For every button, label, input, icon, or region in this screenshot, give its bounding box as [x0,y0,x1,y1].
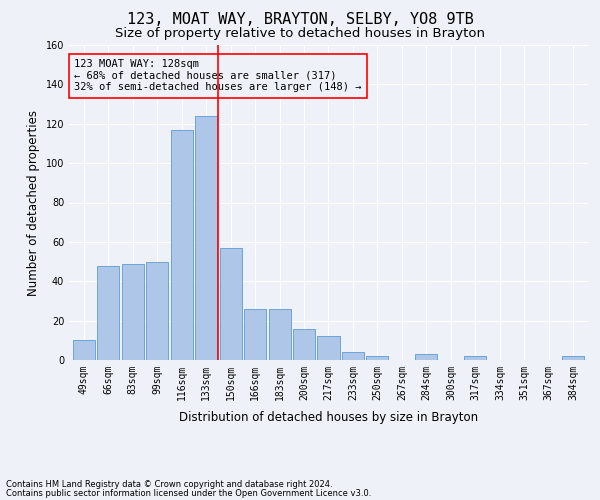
Text: Size of property relative to detached houses in Brayton: Size of property relative to detached ho… [115,28,485,40]
Bar [220,248,242,360]
Bar [244,309,266,360]
Bar [97,266,119,360]
Text: 123 MOAT WAY: 128sqm
← 68% of detached houses are smaller (317)
32% of semi-deta: 123 MOAT WAY: 128sqm ← 68% of detached h… [74,59,362,92]
Bar [146,262,168,360]
Bar [342,352,364,360]
Bar [195,116,217,360]
Bar [317,336,340,360]
Bar [367,356,388,360]
Text: Contains public sector information licensed under the Open Government Licence v3: Contains public sector information licen… [6,488,371,498]
Bar [269,309,290,360]
Bar [170,130,193,360]
Bar [122,264,143,360]
Bar [73,340,95,360]
Bar [562,356,584,360]
Text: Contains HM Land Registry data © Crown copyright and database right 2024.: Contains HM Land Registry data © Crown c… [6,480,332,489]
X-axis label: Distribution of detached houses by size in Brayton: Distribution of detached houses by size … [179,411,478,424]
Text: 123, MOAT WAY, BRAYTON, SELBY, YO8 9TB: 123, MOAT WAY, BRAYTON, SELBY, YO8 9TB [127,12,473,28]
Bar [293,328,315,360]
Y-axis label: Number of detached properties: Number of detached properties [27,110,40,296]
Bar [464,356,487,360]
Bar [415,354,437,360]
